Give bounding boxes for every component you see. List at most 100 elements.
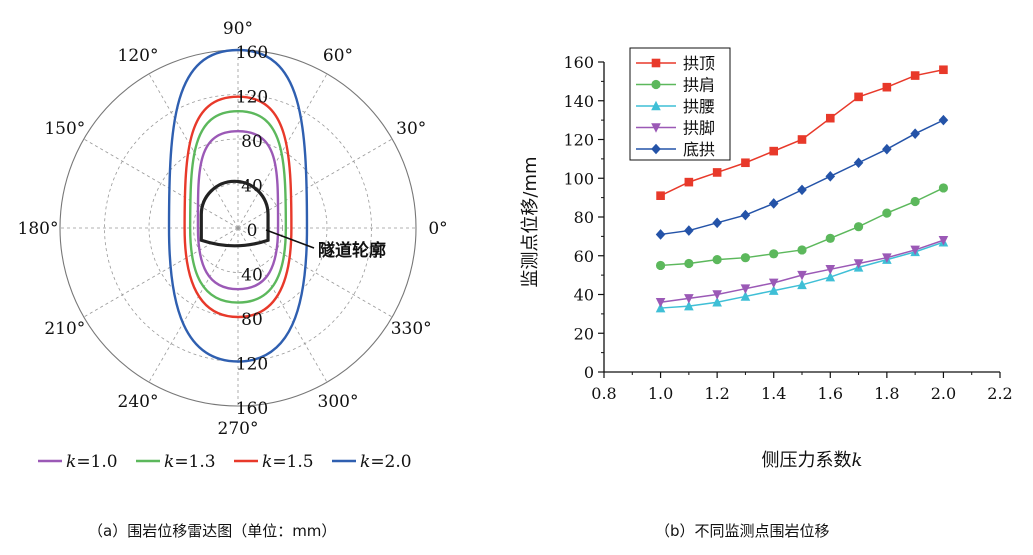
data-point — [656, 191, 665, 200]
data-point — [769, 249, 779, 259]
data-point — [825, 113, 835, 123]
data-point — [684, 300, 694, 311]
x-tick-label: 1.4 — [761, 384, 786, 403]
polar-series-curve — [188, 109, 288, 304]
data-point — [684, 294, 694, 304]
data-point — [854, 92, 863, 102]
polar-series-curve — [183, 95, 293, 319]
data-point — [938, 235, 949, 246]
legend-label: 拱腰 — [683, 97, 715, 116]
data-point — [797, 270, 807, 281]
data-point — [740, 284, 751, 294]
data-point — [712, 296, 722, 307]
data-point — [825, 271, 836, 282]
legend-label: k=2.0 — [360, 452, 412, 472]
data-point — [825, 233, 835, 243]
polar-radial-label: 120 — [236, 355, 268, 375]
data-point — [882, 82, 892, 92]
y-tick-label: 60 — [574, 247, 594, 266]
polar-angle-label: 240° — [118, 392, 159, 412]
data-point — [655, 297, 666, 308]
x-tick-label: 1.0 — [648, 384, 673, 403]
data-point — [938, 183, 949, 193]
polar-angle-label: 270° — [218, 419, 259, 439]
y-axis-label: 监测点位移/mm — [520, 156, 541, 287]
polar-radial-label: 160 — [236, 43, 268, 63]
data-point — [769, 146, 779, 156]
annotation-label: 隧道轮廓 — [318, 240, 386, 261]
data-point — [740, 209, 751, 221]
polar-angle-label: 150° — [44, 119, 85, 139]
y-tick-label: 140 — [563, 92, 594, 111]
data-point — [684, 258, 694, 269]
data-point — [768, 198, 779, 209]
polar-angle-label: 60° — [323, 46, 353, 66]
data-point — [684, 177, 694, 187]
polar-radial-label: 40 — [241, 266, 263, 286]
polar-angle-label: 300° — [318, 392, 359, 412]
polar-radial-label: 80 — [241, 132, 263, 152]
caption-a: （a）围岩位移雷达图（单位：mm） — [88, 522, 337, 540]
polar-angle-label: 0° — [428, 219, 447, 239]
data-point — [797, 279, 807, 290]
legend-label: 拱脚 — [683, 119, 715, 138]
x-tick-label: 1.6 — [818, 384, 843, 403]
data-point — [882, 208, 892, 218]
caption-b: （b）不同监测点围岩位移 — [655, 522, 830, 540]
polar-series-curve — [167, 48, 309, 363]
polar-angle-label: 180° — [18, 219, 59, 239]
data-point — [768, 285, 779, 295]
x-axis-label: 侧压力系数k — [762, 450, 863, 471]
polar-radial-label: 0 — [247, 221, 258, 241]
y-tick-label: 80 — [574, 208, 594, 227]
polar-series-curve — [196, 130, 280, 291]
data-point — [797, 135, 807, 144]
data-point — [825, 265, 836, 275]
x-tick-label: 2.2 — [987, 384, 1012, 403]
x-tick-label: 0.8 — [591, 384, 616, 403]
polar-radial-label: 80 — [241, 310, 263, 330]
tunnel-outline — [199, 179, 270, 248]
data-point — [853, 259, 864, 269]
polar-angle-label: 330° — [391, 319, 432, 339]
data-point — [651, 79, 661, 90]
data-point — [712, 255, 722, 265]
legend-label: 底拱 — [683, 140, 715, 159]
polar-angle-label: 120° — [118, 46, 159, 66]
x-tick-label: 1.8 — [874, 384, 899, 403]
data-point — [768, 278, 779, 289]
y-tick-label: 120 — [563, 131, 594, 150]
legend-label: k=1.0 — [66, 452, 118, 472]
data-point — [741, 158, 750, 168]
y-tick-label: 0 — [584, 363, 594, 382]
data-point — [651, 143, 661, 155]
polar-spoke — [148, 73, 239, 229]
x-tick-label: 2.0 — [931, 384, 956, 403]
data-point — [651, 100, 661, 111]
data-point — [712, 217, 722, 229]
data-point — [651, 58, 661, 68]
data-point — [910, 71, 920, 80]
data-point — [797, 245, 807, 255]
polar-spoke — [83, 138, 239, 229]
data-point — [938, 114, 949, 126]
data-point — [825, 171, 836, 182]
data-point — [939, 65, 948, 75]
y-tick-label: 100 — [563, 169, 594, 188]
legend-box — [629, 47, 731, 161]
data-point — [910, 196, 920, 207]
polar-spoke — [83, 227, 239, 318]
annotation-leader — [265, 229, 315, 249]
radar-chart: 0° 30° 60° 90° 120° 150° 180° 210° 240° 270° 300° 3… — [18, 19, 448, 472]
polar-angle-label: 90° — [223, 19, 253, 39]
data-point — [655, 302, 666, 313]
data-point — [853, 157, 864, 169]
polar-radial-label: 160 — [236, 399, 268, 419]
legend-label: k=1.5 — [262, 452, 314, 472]
data-point — [740, 291, 751, 301]
polar-angle-label: 210° — [44, 319, 85, 339]
data-point — [853, 222, 864, 232]
line-chart: 0.8 1.0 1.2 1.4 1.6 1.8 2.0 2.2 0 20 40 60 80 100 120 1… — [520, 47, 1013, 471]
legend-label: k=1.3 — [164, 452, 216, 472]
x-tick-label: 1.2 — [704, 384, 729, 403]
